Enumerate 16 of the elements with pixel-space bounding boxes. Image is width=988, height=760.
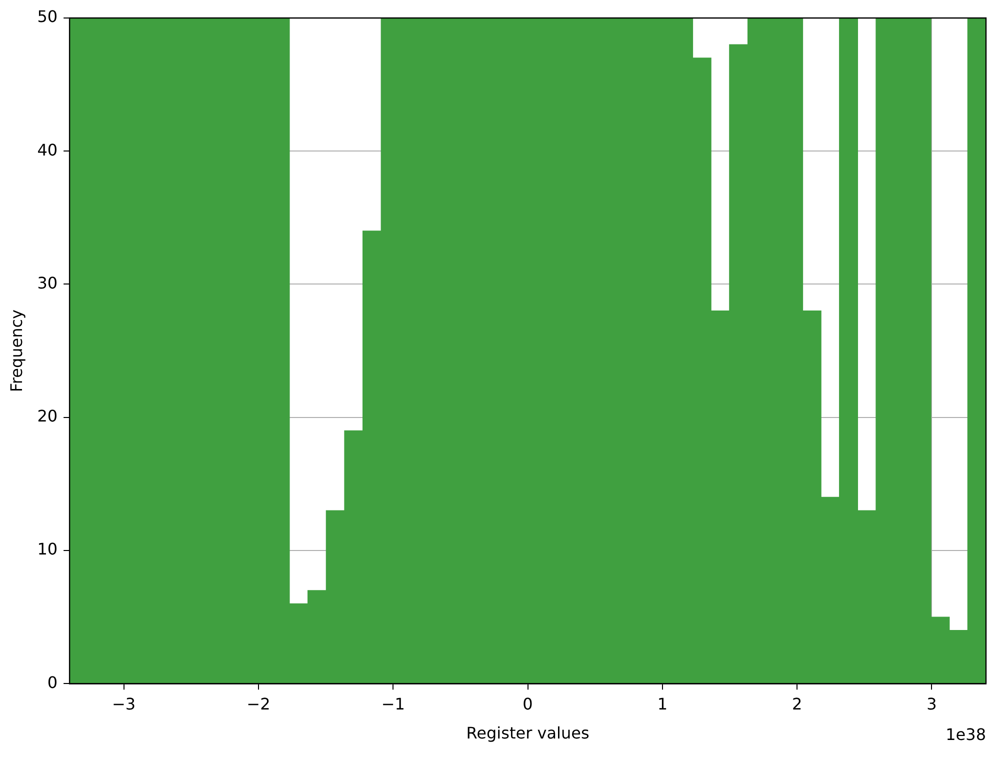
y-tick-label: 0	[47, 672, 58, 692]
text: 1e38	[946, 724, 986, 744]
y-axis-title: Frequency	[6, 309, 26, 392]
y-tick-label: 40	[37, 140, 58, 160]
x-tick-label: −1	[381, 694, 405, 714]
x-tick-label: 3	[926, 694, 937, 714]
x-tick-label: −2	[246, 694, 270, 714]
x-tick-label: −3	[112, 694, 136, 714]
x-tick-label: 1	[657, 694, 668, 714]
y-tick-label: 10	[37, 540, 58, 559]
y-tick-label: 20	[37, 406, 58, 426]
x-tick-label: 2	[792, 694, 802, 714]
x-tick-label: 0	[522, 694, 533, 714]
y-tick-label: 30	[37, 273, 58, 292]
x-axis-title: Register values	[466, 724, 590, 743]
y-tick-label: 50	[37, 7, 58, 26]
